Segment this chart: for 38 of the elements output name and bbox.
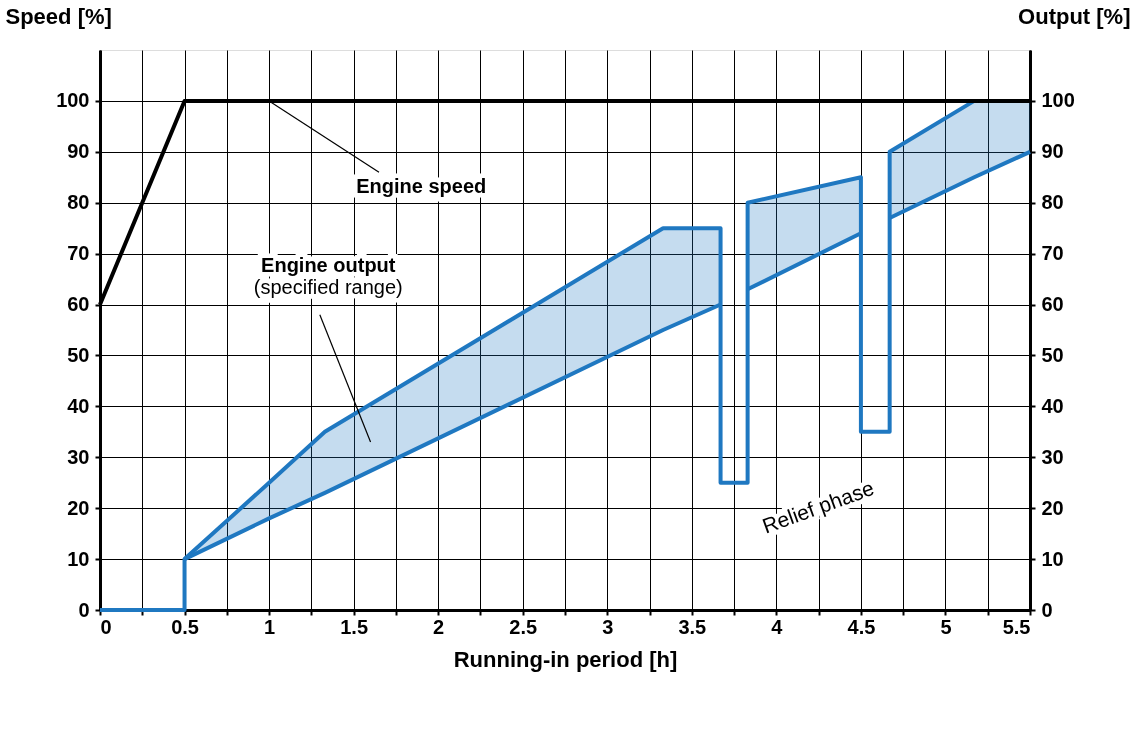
y-tick-label: 0 <box>78 598 90 621</box>
y2-tick-label: 30 <box>1041 445 1064 468</box>
y-tick-label: 100 <box>56 89 90 112</box>
x-tick-label: 0.5 <box>171 615 199 638</box>
x-tick-label: 2 <box>433 615 445 638</box>
x-tick-label: 0 <box>100 615 112 638</box>
x-tick-label: 4.5 <box>847 615 876 638</box>
x-tick-label: 5 <box>940 615 952 638</box>
y-tick-label: 80 <box>67 191 90 214</box>
x-axis-title: Running-in period [h] <box>453 646 678 672</box>
y2-tick-label: 10 <box>1041 547 1064 570</box>
y2-tick-label: 20 <box>1041 496 1064 519</box>
y2-axis-title: Output [%] <box>1018 3 1131 29</box>
x-tick-label: 1.5 <box>340 615 369 638</box>
y-tick-label: 30 <box>67 445 90 468</box>
y2-tick-label: 40 <box>1041 394 1064 417</box>
y-tick-label: 70 <box>67 242 90 265</box>
y-tick-label: 20 <box>67 496 90 519</box>
annotation: Relief phase <box>759 476 877 538</box>
y-tick-label: 40 <box>67 394 90 417</box>
y2-tick-label: 80 <box>1041 191 1064 214</box>
y-tick-label: 60 <box>67 293 90 316</box>
y2-tick-label: 100 <box>1041 89 1075 112</box>
y2-tick-label: 60 <box>1041 293 1064 316</box>
x-tick-label: 3 <box>602 615 614 638</box>
y-axis-title: Speed [%] <box>5 3 112 29</box>
y2-tick-label: 90 <box>1041 140 1064 163</box>
y2-tick-label: 50 <box>1041 343 1064 366</box>
y2-tick-label: 0 <box>1041 598 1053 621</box>
y-tick-label: 50 <box>67 343 90 366</box>
y2-tick-label: 70 <box>1041 242 1064 265</box>
x-tick-label: 3.5 <box>678 615 707 638</box>
x-tick-label: 5.5 <box>1002 615 1031 638</box>
x-tick-label: 4 <box>771 615 784 638</box>
y-tick-label: 90 <box>67 140 90 163</box>
x-tick-label: 2.5 <box>509 615 538 638</box>
x-tick-label: 1 <box>264 615 276 638</box>
y-tick-label: 10 <box>67 547 90 570</box>
